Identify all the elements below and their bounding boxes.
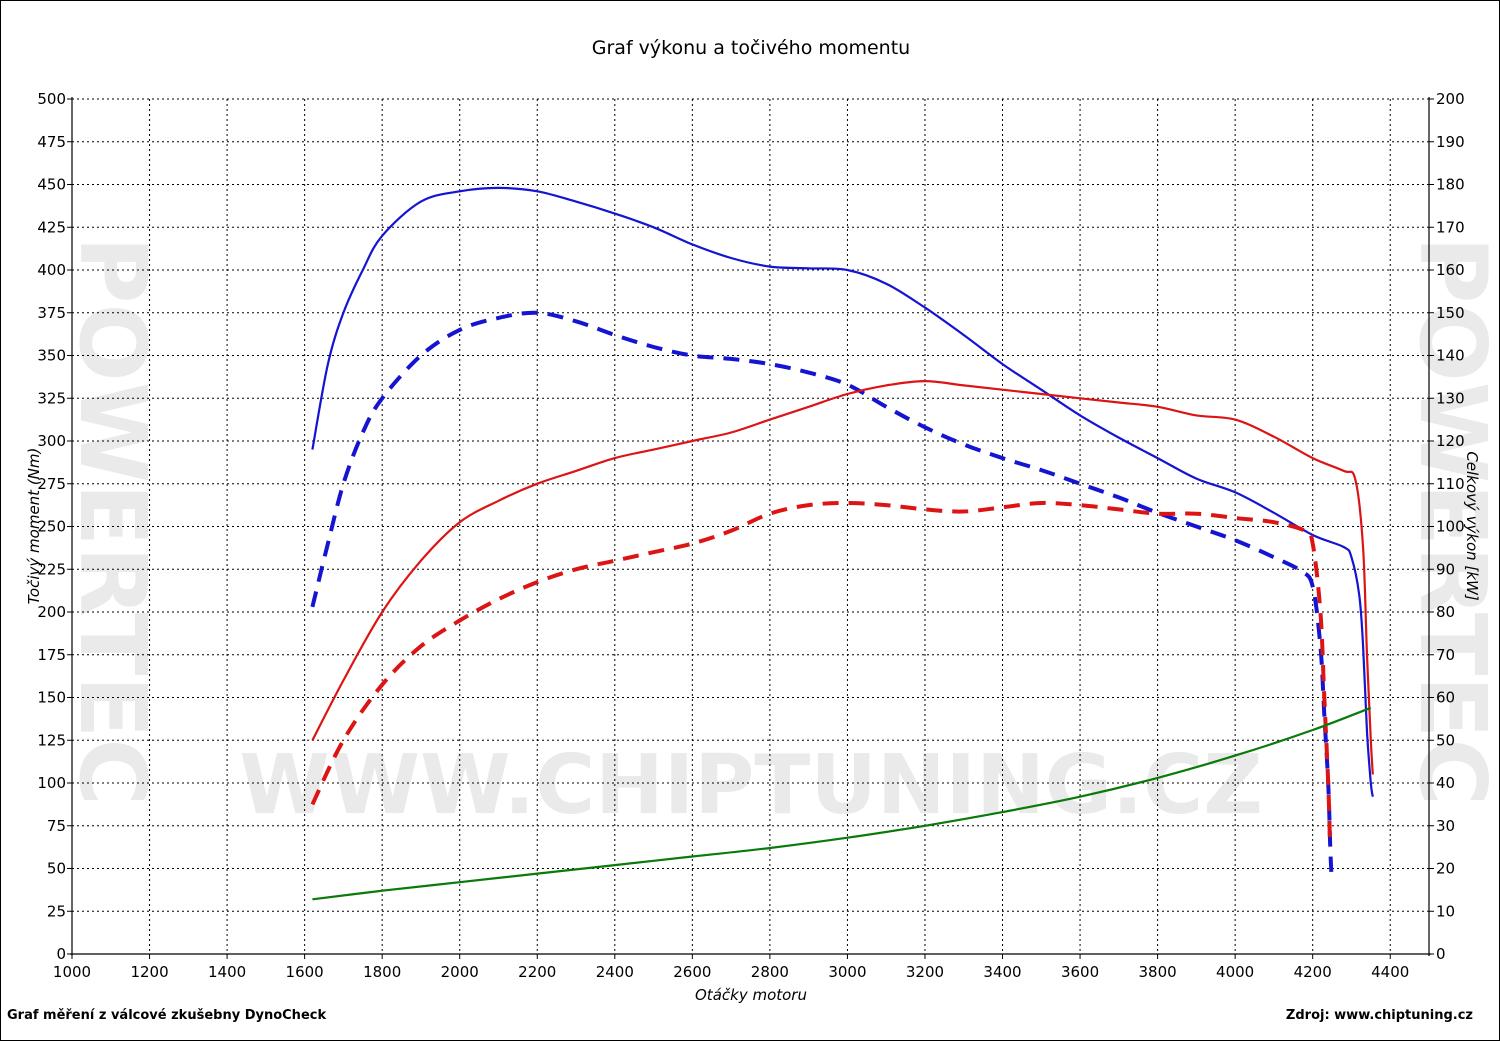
- y-right-tick-label: 10: [1436, 902, 1455, 920]
- footer-source-right: Zdroj: www.chiptuning.cz: [1286, 1008, 1473, 1023]
- y-left-tick-label: 500: [37, 90, 66, 108]
- axes: [67, 97, 1434, 959]
- x-tick-label: 3200: [906, 963, 944, 981]
- series-line-3: [311, 380, 1374, 775]
- y-left-tick-label: 325: [37, 389, 66, 407]
- y-right-tick-label: 160: [1436, 261, 1465, 279]
- x-tick-label: 4000: [1216, 963, 1254, 981]
- x-tick-label: 3800: [1139, 963, 1177, 981]
- y-right-tick-label: 50: [1436, 731, 1455, 749]
- x-tick-label: 2600: [673, 963, 711, 981]
- y-right-tick-label: 70: [1436, 646, 1455, 664]
- y-right-tick-label: 40: [1436, 774, 1455, 792]
- y-axis-right-label: Celkový výkon [kW]: [1463, 451, 1481, 601]
- y-left-tick-label: 375: [37, 304, 66, 322]
- x-tick-label: 1200: [130, 963, 168, 981]
- y-right-tick-label: 110: [1436, 475, 1465, 493]
- x-tick-label: 1800: [363, 963, 401, 981]
- grid: [72, 98, 1430, 954]
- y-left-tick-label: 100: [37, 774, 66, 792]
- y-left-tick-label: 425: [37, 218, 66, 236]
- y-left-tick-label: 0: [56, 945, 66, 963]
- y-left-tick-label: 25: [47, 902, 66, 920]
- series-line-5: [312, 706, 1372, 901]
- y-left-tick-label: 350: [37, 347, 66, 365]
- y-right-tick-label: 180: [1436, 176, 1465, 194]
- y-left-tick-label: 275: [37, 475, 66, 493]
- x-tick-label: 2800: [751, 963, 789, 981]
- watermark-center-text: WWW.CHIPTUNING.CZ: [239, 738, 1263, 833]
- y-left-tick-label: 225: [37, 560, 66, 578]
- watermark: WWW.CHIPTUNING.CZ POWERTEC POWERTEC: [59, 236, 1499, 833]
- y-right-tick-label: 170: [1436, 218, 1465, 236]
- y-left-tick-label: 250: [37, 518, 66, 536]
- chart-title: Graf výkonu a točivého momentu: [592, 37, 910, 59]
- y-left-tick-label: 125: [37, 731, 66, 749]
- series-line-4: [310, 500, 1333, 848]
- x-tick-label: 3600: [1061, 963, 1099, 981]
- x-tick-label: 4200: [1294, 963, 1332, 981]
- y-left-tick-label: 300: [37, 432, 66, 450]
- x-tick-label: 2200: [518, 963, 556, 981]
- y-left-tick-label: 475: [37, 133, 66, 151]
- x-tick-label: 1600: [286, 963, 324, 981]
- y-right-tick-label: 90: [1436, 560, 1455, 578]
- y-right-tick-label: 120: [1436, 432, 1465, 450]
- y-left-tick-label: 400: [37, 261, 66, 279]
- y-right-tick-label: 20: [1436, 860, 1455, 878]
- footer-source-left: Graf měření z válcové zkušebny DynoCheck: [7, 1008, 326, 1023]
- series-line-2: [310, 310, 1334, 872]
- y-right-tick-label: 140: [1436, 347, 1465, 365]
- watermark-right-text: POWERTEC: [1399, 236, 1499, 806]
- watermark-left-text: POWERTEC: [59, 236, 166, 806]
- y-left-tick-label: 150: [37, 689, 66, 707]
- y-right-tick-label: 0: [1436, 945, 1446, 963]
- y-right-tick-label: 80: [1436, 603, 1455, 621]
- y-right-tick-label: 150: [1436, 304, 1465, 322]
- y-left-tick-label: 50: [47, 860, 66, 878]
- x-tick-label: 2400: [596, 963, 634, 981]
- y-right-tick-label: 30: [1436, 817, 1455, 835]
- x-tick-label: 3000: [828, 963, 866, 981]
- y-axis-left-label: Točivý moment (Nm): [25, 448, 43, 605]
- x-tick-label: 1400: [208, 963, 246, 981]
- x-tick-label: 3400: [983, 963, 1021, 981]
- x-tick-label: 4400: [1371, 963, 1409, 981]
- x-axis-label: Otáčky motoru: [695, 986, 807, 1004]
- y-right-tick-label: 190: [1436, 133, 1465, 151]
- y-right-tick-label: 60: [1436, 689, 1455, 707]
- y-left-tick-label: 75: [47, 817, 66, 835]
- x-tick-label: 2000: [441, 963, 479, 981]
- y-right-tick-label: 100: [1436, 518, 1465, 536]
- y-right-tick-label: 130: [1436, 389, 1465, 407]
- y-left-tick-label: 450: [37, 176, 66, 194]
- series-line-1: [311, 186, 1374, 797]
- series-group: [310, 186, 1374, 901]
- x-tick-label: 1000: [53, 963, 91, 981]
- y-left-tick-label: 200: [37, 603, 66, 621]
- y-left-tick-label: 175: [37, 646, 66, 664]
- tick-labels: 1000 1200 1400 1600 1800 2000 2200 2400 2600 2800…: [37, 90, 1464, 981]
- y-right-tick-label: 200: [1436, 90, 1465, 108]
